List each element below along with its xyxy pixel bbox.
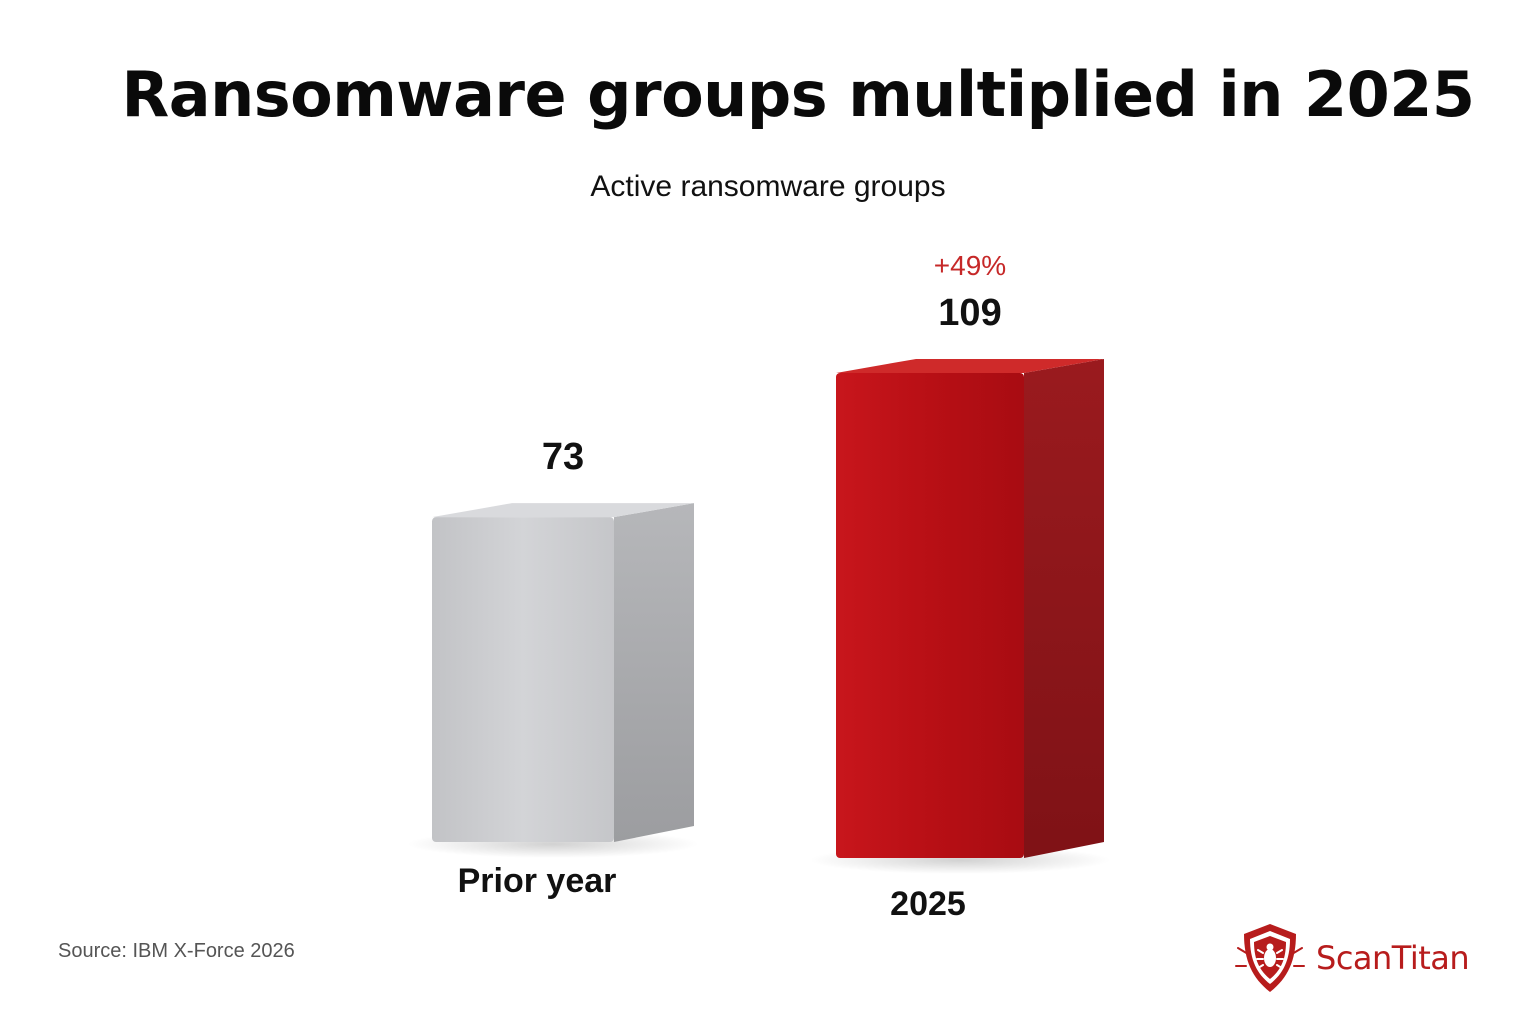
category-label: Prior year xyxy=(458,862,617,900)
brand-logo: ScanTitan xyxy=(1230,918,1470,998)
bar-front xyxy=(432,517,614,842)
bar-top xyxy=(432,503,694,518)
bar-prior-year xyxy=(407,503,699,858)
change-annotation: +49% xyxy=(934,250,1006,281)
bar-side xyxy=(1024,358,1104,858)
category-label: 2025 xyxy=(890,885,966,923)
bar-top xyxy=(836,358,1104,373)
bar-front xyxy=(836,372,1024,858)
source-note: Source: IBM X-Force 2026 xyxy=(58,940,295,962)
shield-bug-icon xyxy=(1235,924,1305,992)
bar-2025 xyxy=(809,358,1111,874)
value-label: 109 xyxy=(938,292,1001,334)
chart-title: Ransomware groups multiplied in 2025 xyxy=(121,58,1475,131)
brand-name: ScanTitan xyxy=(1316,939,1470,977)
value-label: 73 xyxy=(542,436,584,478)
chart-subtitle: Active ransomware groups xyxy=(590,170,946,203)
bar-side xyxy=(614,503,694,842)
